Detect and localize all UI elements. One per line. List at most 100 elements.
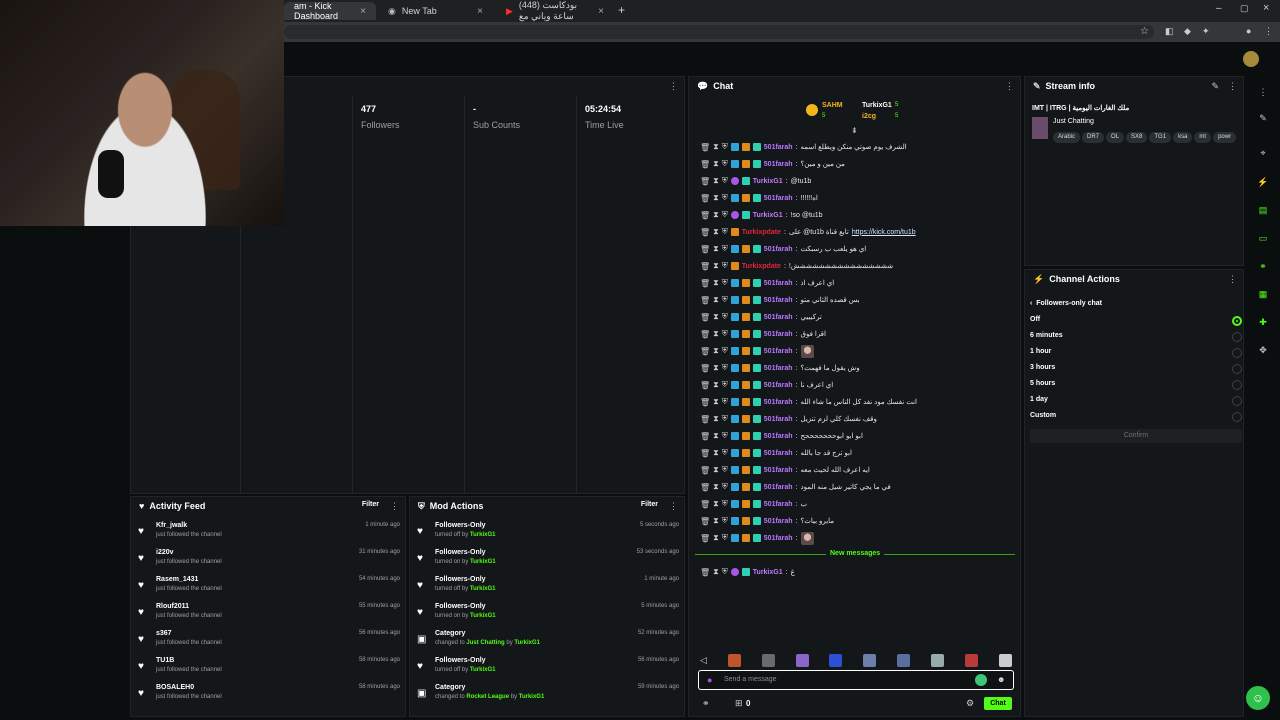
smile-icon[interactable]: ☻ — [997, 675, 1006, 684]
close-icon[interactable]: × — [360, 5, 366, 17]
trash-icon[interactable]: 🗑 — [700, 380, 711, 390]
layout-icon[interactable]: ▦ — [1258, 289, 1268, 299]
trash-icon[interactable]: 🗑 — [700, 397, 711, 407]
timeout-icon[interactable]: ⧗ — [713, 159, 719, 168]
settings-icon[interactable]: ⚙ — [966, 698, 975, 708]
chat-username[interactable]: 501farah — [763, 245, 793, 253]
extension-icon[interactable]: ◆ — [1184, 26, 1191, 36]
timeout-icon[interactable]: ⧗ — [713, 380, 719, 389]
radio-button[interactable] — [1232, 364, 1242, 374]
help-chat-button[interactable]: ☺ — [1246, 686, 1270, 710]
trash-icon[interactable]: 🗑 — [700, 193, 711, 203]
chat-username[interactable]: 501farah — [763, 194, 793, 202]
chat-icon[interactable]: ▭ — [1258, 233, 1268, 243]
timeout-icon[interactable]: ⧗ — [713, 142, 719, 151]
chat-username[interactable]: Turkixpdate — [741, 262, 781, 270]
shield-icon[interactable]: ⛨ — [721, 312, 728, 321]
shield-icon[interactable]: ⛨ — [721, 142, 728, 151]
followers-only-option[interactable]: 1 day — [1030, 396, 1242, 410]
chat-username[interactable]: 501farah — [763, 296, 793, 304]
emote-icon[interactable] — [965, 653, 979, 667]
timeout-icon[interactable]: ⧗ — [713, 176, 719, 185]
shield-icon[interactable]: ⛨ — [721, 210, 728, 219]
mod-action-item[interactable]: ♥ Followers-Only turned off by TurkixG1 1 m… — [417, 576, 679, 602]
stream-tag[interactable]: DR7 — [1082, 132, 1105, 143]
trash-icon[interactable]: 🗑 — [700, 312, 711, 322]
chat-username[interactable]: 501farah — [763, 364, 793, 372]
stream-tag[interactable]: SX8 — [1126, 132, 1148, 143]
activity-item[interactable]: ♥ Rasem_1431 just followed the channel 54 m… — [138, 576, 400, 602]
document-icon[interactable]: ▤ — [1258, 205, 1268, 215]
puzzle-icon[interactable]: ✦ — [1202, 26, 1210, 36]
tab-kick-dashboard[interactable]: am - Kick Dashboard × — [284, 1, 376, 21]
trash-icon[interactable]: 🗑 — [700, 414, 711, 424]
stream-tag[interactable]: TG1 — [1149, 132, 1172, 143]
timeout-icon[interactable]: ⧗ — [713, 499, 719, 508]
moderator-name[interactable]: TurkixG1 — [469, 532, 496, 538]
stream-tag[interactable]: mt — [1194, 132, 1212, 143]
shield-icon[interactable]: ⛨ — [721, 533, 728, 542]
timeout-icon[interactable]: ⧗ — [713, 261, 719, 270]
chat-message[interactable]: 🗑 ⧗ ⛨ Turkixpdate: على @tu1b تابع قناة https… — [700, 227, 916, 237]
timeout-icon[interactable]: ⧗ — [713, 210, 719, 219]
pin-icon[interactable]: ⇟ — [851, 126, 858, 135]
chat-username[interactable]: 501farah — [763, 279, 793, 287]
shield-icon[interactable]: ⛨ — [721, 448, 728, 457]
category-name[interactable]: Just Chatting — [466, 640, 505, 646]
shield-icon[interactable]: ⛨ — [721, 482, 728, 491]
activity-item[interactable]: ♥ i220v just followed the channel 31 minute… — [138, 549, 400, 575]
moderator-name[interactable]: TurkixG1 — [470, 613, 496, 619]
chat-message[interactable]: 🗑 ⧗ ⛨ 501farah: وش يقول ما فهمت؟ — [700, 363, 860, 373]
chat-message[interactable]: 🗑 ⧗ ⛨ 501farah: اي اعرف اذ — [700, 278, 835, 288]
avatar[interactable] — [1243, 51, 1259, 67]
chat-message[interactable]: 🗑 ⧗ ⛨ 501farah: الشرف يوم صوتي منكن ويطلع اس… — [700, 142, 907, 152]
chat-message[interactable]: 🗑 ⧗ ⛨ 501farah: انت نفسك مود نفد كل الناس ما… — [700, 397, 917, 407]
trash-icon[interactable]: 🗑 — [700, 346, 711, 356]
trash-icon[interactable]: 🗑 — [700, 363, 711, 373]
trash-icon[interactable]: 🗑 — [700, 329, 711, 339]
mod-action-item[interactable]: ♥ Followers-Only turned off by TurkixG1 5 s… — [417, 522, 679, 548]
follower-name[interactable]: Rlouf2011 — [156, 603, 190, 610]
emote-picker-icon[interactable]: ◁ — [700, 654, 707, 665]
extension-icon[interactable]: ◧ — [1165, 26, 1174, 36]
timeout-icon[interactable]: ⧗ — [713, 516, 719, 525]
more-icon[interactable]: ⋮ — [1228, 274, 1237, 284]
emoji-icon[interactable] — [975, 674, 987, 686]
chat-username[interactable]: 501farah — [763, 347, 793, 355]
follower-name[interactable]: BOSALEH0 — [156, 684, 195, 691]
shield-icon[interactable]: ⛨ — [721, 227, 728, 236]
timeout-icon[interactable]: ⧗ — [713, 397, 719, 406]
activity-item[interactable]: ♥ s367 just followed the channel 56 minutes… — [138, 630, 400, 656]
follower-name[interactable]: s367 — [156, 630, 172, 637]
timeout-icon[interactable]: ⧗ — [713, 278, 719, 287]
trash-icon[interactable]: 🗑 — [700, 448, 711, 458]
shield-icon[interactable]: ⛨ — [721, 465, 728, 474]
more-icon[interactable]: ⋮ — [669, 501, 678, 511]
shield-icon[interactable]: ⛨ — [721, 176, 728, 185]
more-icon[interactable]: ⋮ — [669, 81, 678, 91]
category-name[interactable]: Rocket League — [466, 694, 510, 700]
chat-input-container[interactable]: ● Send a message ☻ — [698, 670, 1014, 690]
radio-button[interactable] — [1232, 348, 1242, 358]
shield-icon[interactable]: ⛨ — [721, 193, 728, 202]
shield-icon[interactable]: ⛨ — [721, 363, 728, 372]
link-icon[interactable]: ⚭ — [702, 698, 710, 708]
trash-icon[interactable]: 🗑 — [700, 516, 711, 526]
chat-username[interactable]: TurkixG1 — [752, 568, 783, 576]
activity-item[interactable]: ♥ Rlouf2011 just followed the channel 55 mi… — [138, 603, 400, 629]
close-icon[interactable]: × — [477, 5, 483, 17]
trash-icon[interactable]: 🗑 — [700, 533, 711, 543]
shield-icon[interactable]: ⛨ — [721, 516, 728, 525]
filter-button[interactable]: Filter — [361, 501, 379, 508]
timeout-icon[interactable]: ⧗ — [713, 431, 719, 440]
lightning-icon[interactable]: ⚡ — [1257, 177, 1269, 187]
chat-username[interactable]: 501farah — [763, 398, 793, 406]
mod-action-item[interactable]: ▣ Category changed to Rocket League by Tur… — [417, 684, 679, 710]
stream-tag[interactable]: Arabic — [1053, 132, 1081, 143]
timeout-icon[interactable]: ⧗ — [713, 295, 719, 304]
timeout-icon[interactable]: ⧗ — [713, 227, 719, 236]
chat-username[interactable]: 501farah — [763, 449, 793, 457]
chat-input[interactable]: Send a message — [724, 676, 777, 683]
stream-tag[interactable]: powr — [1213, 132, 1237, 143]
activity-item[interactable]: ♥ Kfr_jwalk just followed the channel 1 min… — [138, 522, 400, 548]
